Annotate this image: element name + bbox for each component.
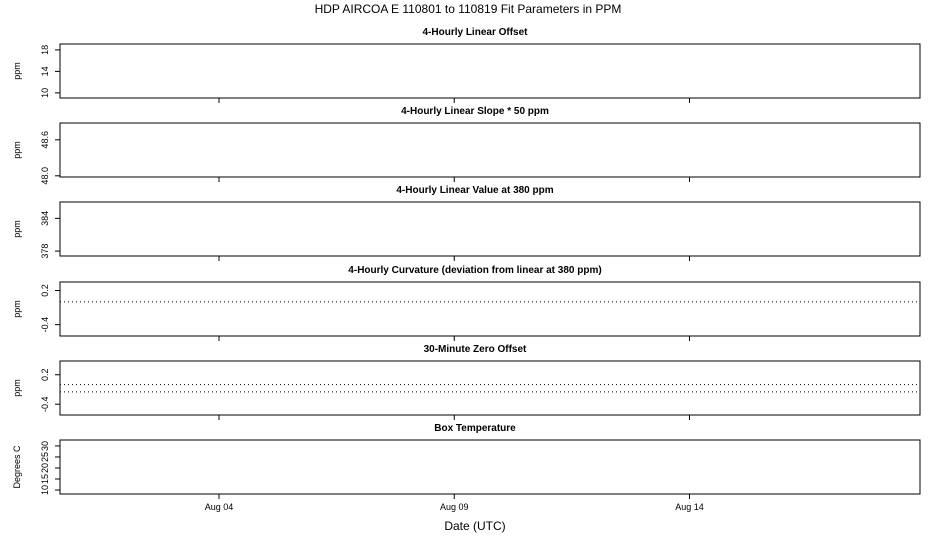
panel-title: 4-Hourly Linear Slope * 50 ppm [401,106,549,117]
plot-frame [59,43,921,99]
y-tick-label: -0.4 [40,396,50,412]
panel-title: 30-Minute Zero Offset [424,344,527,355]
panel-title: 4-Hourly Linear Value at 380 ppm [396,185,553,196]
y-tick-label: 0.2 [40,368,50,381]
x-axis-label: Date (UTC) [444,519,505,533]
y-axis-label: ppm [12,300,22,318]
plot-frame [59,201,921,257]
y-tick-label: 25 [40,452,50,462]
x-tick-label: Aug 04 [205,502,234,512]
plot-frame [59,360,921,416]
y-tick-label: 18 [40,45,50,55]
y-tick-label: 378 [40,244,50,259]
y-tick-label: 15 [40,474,50,484]
panel-title: 4-Hourly Linear Offset [422,27,528,38]
y-axis-label: ppm [12,379,22,397]
plot-frame [59,439,921,495]
panel-title: Box Temperature [434,423,516,434]
y-tick-label: 30 [40,441,50,451]
y-axis-label: ppm [12,62,22,80]
x-tick-label: Aug 09 [440,502,469,512]
y-tick-label: 384 [40,211,50,226]
x-tick-label: Aug 14 [675,502,704,512]
y-tick-label: 48.6 [40,131,50,149]
y-tick-label: 10 [40,88,50,98]
y-axis-label: ppm [12,220,22,238]
y-axis-label: ppm [12,141,22,159]
y-tick-label: -0.4 [40,317,50,333]
y-tick-label: 48.0 [40,167,50,185]
chart-title: HDP AIRCOA E 110801 to 110819 Fit Parame… [315,2,622,16]
y-tick-label: 14 [40,66,50,76]
plot-frame [59,281,921,337]
panel-title: 4-Hourly Curvature (deviation from linea… [348,265,601,276]
y-axis-label: Degrees C [12,445,22,489]
y-tick-label: 0.2 [40,284,50,297]
plot-frame [59,122,921,178]
y-tick-label: 20 [40,463,50,473]
y-tick-label: 10 [40,485,50,495]
